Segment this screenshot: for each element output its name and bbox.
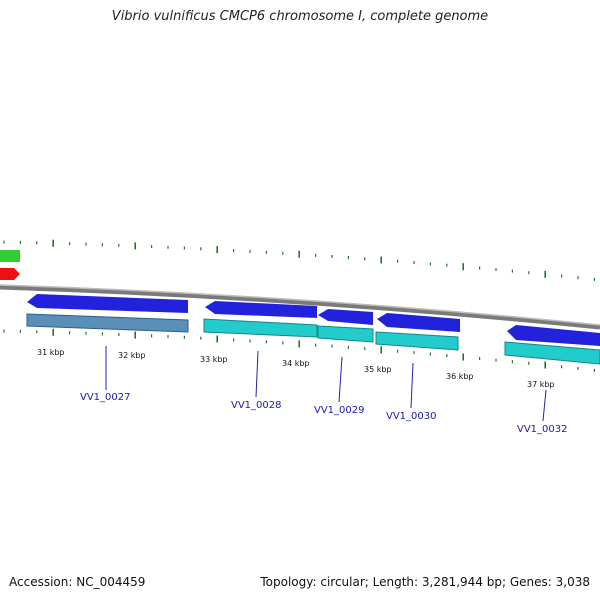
gene-label[interactable]: VV1_0029 [314,405,365,416]
tick-label: 37 kbp [527,380,555,389]
gene-arrow[interactable] [377,313,460,332]
leader-line [338,356,343,403]
cds-block[interactable] [26,313,189,333]
cds-block[interactable] [504,341,600,365]
gene-label-leaders [105,346,547,422]
tick-label: 31 kbp [37,348,65,357]
gene-arrow[interactable] [507,325,600,346]
cds-block[interactable] [203,318,318,338]
top-tick-row [3,239,596,281]
gene-arrow[interactable] [27,294,188,313]
bottom-tick-row [3,328,596,372]
gene-label[interactable]: VV1_0028 [231,400,282,411]
gene-arrow[interactable] [205,301,317,318]
map-title: Vibrio vulnificus CMCP6 chromosome I, co… [111,9,489,24]
tick-label: 35 kbp [364,365,392,374]
chromosome-backbone [0,284,600,330]
tick-label: 33 kbp [200,355,228,364]
tick-label: 32 kbp [118,351,146,360]
partial-feature-green[interactable] [0,250,20,262]
leader-line [542,389,547,422]
gene-label[interactable]: VV1_0032 [517,424,568,435]
leader-line [410,362,414,409]
genome-summary: Topology: circular; Length: 3,281,944 bp… [260,575,590,589]
chromosome-backbone-highlight [0,284,600,326]
gene-arrows [27,294,600,346]
gene-arrow[interactable] [318,309,373,325]
gene-labels: VV1_0027 VV1_0028 VV1_0029 VV1_0030 VV1_… [80,392,568,435]
accession-text: Accession: NC_004459 [9,575,146,589]
tick-label: 36 kbp [446,372,474,381]
cds-blocks [26,313,600,365]
cds-block[interactable] [375,331,459,351]
axis-tick-labels: 31 kbp 32 kbp 33 kbp 34 kbp 35 kbp 36 kb… [37,348,555,389]
gene-label[interactable]: VV1_0027 [80,392,131,403]
tick-label: 34 kbp [282,359,310,368]
leader-line [255,350,259,398]
gene-label[interactable]: VV1_0030 [386,411,437,422]
partial-feature-red[interactable] [0,268,20,280]
cds-block[interactable] [317,325,374,343]
